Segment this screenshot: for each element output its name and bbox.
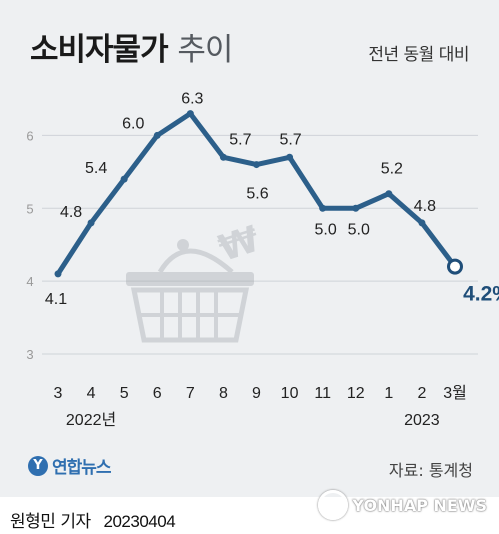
x-year-label: 2023 [404,412,440,429]
data-point [385,190,393,198]
data-point [418,219,426,227]
chart-subtitle: 전년 동월 대비 [368,45,469,65]
data-label: 6.0 [122,115,144,132]
x-tick-label: 7 [186,385,195,402]
line-chart: 3 4 5 6 ₩4.1 4.8 5.4 6.0 6.3 5.7 5.6 5.7 5.0 5.0 5.2 4.… [26,91,499,429]
x-tick-label: 8 [219,385,228,402]
x-tick-label: 5 [120,385,129,402]
credit-line: 원형민 기자 20230404 [10,507,176,532]
data-point [219,153,227,161]
chart-card: 소비자물가 추이 전년 동월 대비 3 4 5 6 ₩4.1 4.8 5.4 6.0 6.3 5.… [0,0,499,497]
y-tick-label: 3 [26,347,33,362]
data-label: 6.3 [181,91,203,108]
author: 원형민 기자 [10,512,91,532]
y-tick-label: 4 [26,274,33,289]
chart-title: 소비자물가 추이 [30,24,233,69]
data-label: 5.4 [85,160,107,177]
data-label: 4.8 [60,204,82,221]
x-tick-label: 6 [153,385,162,402]
shopping-basket-icon: ₩ [126,219,265,343]
x-tick-label: 2 [417,385,426,402]
yonhap-logo: Y 연합뉴스 [28,453,112,478]
data-label: 5.0 [315,221,337,238]
x-tick-label: 10 [281,385,299,402]
x-tick-label: 3월 [443,384,467,402]
y-tick-label: 6 [26,128,33,143]
x-tick-label: 1 [384,385,393,402]
data-point [54,270,62,278]
data-point [352,204,360,212]
x-tick-label: 12 [347,385,365,402]
data-point [153,131,161,139]
data-label: 5.2 [381,161,403,178]
publish-date: 20230404 [103,512,176,531]
title-light: 추이 [177,32,233,68]
data-point [253,161,260,169]
data-point [286,153,294,161]
x-tick-label: 4 [87,385,96,402]
data-point [186,110,194,118]
data-label: 5.7 [229,131,251,148]
data-point [87,219,95,227]
data-label: 4.1 [45,291,67,308]
yonhap-logo-text: 연합뉴스 [52,458,112,478]
x-year-label: 2022년 [66,411,116,429]
yonhap-logo-icon: Y [28,455,48,476]
x-tick-label: 11 [314,385,331,402]
watermark-text: YONHAP NEWS [352,495,487,515]
data-point [319,204,327,212]
yonhap-news-watermark: YONHAP NEWS [318,490,487,520]
data-point [120,175,128,183]
data-label: 5.7 [279,131,301,148]
data-label: 5.6 [246,186,268,203]
data-label: 4.8 [414,198,436,215]
y-tick-label: 5 [26,201,33,216]
source-text: 자료: 통계청 [388,461,473,480]
data-point-latest [447,258,463,275]
x-tick-label: 3 [54,385,63,402]
title-main: 소비자물가 [30,32,169,68]
data-label-latest: 4.2% [463,283,499,306]
watermark-ring-icon [318,490,349,520]
x-tick-label: 9 [252,385,261,402]
data-label: 5.0 [348,221,370,238]
